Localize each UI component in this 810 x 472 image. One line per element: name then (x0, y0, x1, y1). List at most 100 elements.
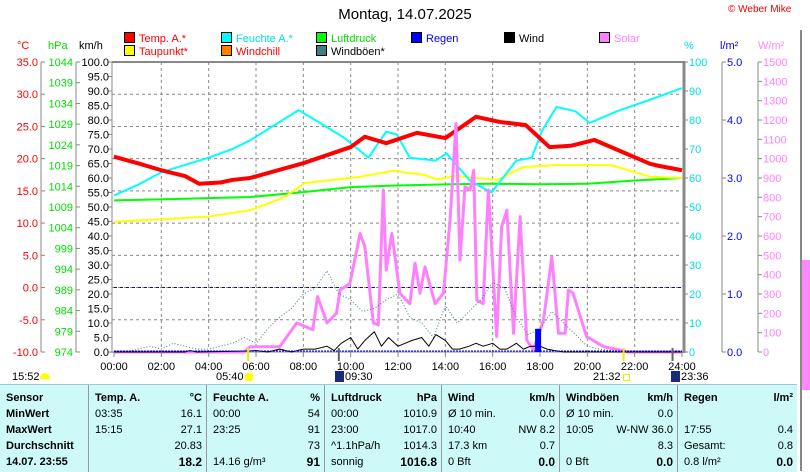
table-column: Temp. A. °C 03:35 16.1 15:15 27.1 20.83 18.2 (88, 385, 207, 472)
wind-tick-label: 15.0 (88, 304, 109, 316)
pressure-tick-label: 994 (55, 264, 73, 276)
table-cell: 17:55 0.4 (678, 422, 798, 438)
rain-tick-label: 2.0 (727, 231, 742, 243)
cell-value: 0.0 (657, 408, 673, 420)
solar-tick-label: 500 (763, 250, 781, 262)
rain-tick-label: 4.0 (727, 115, 742, 127)
wind-tick-label: 85.0 (88, 101, 109, 113)
table-cell: 00:00 1010.9 (325, 406, 442, 422)
moonrise-icon (335, 371, 344, 382)
cell-label: 10:05 (566, 424, 594, 436)
cell-value: 0.7 (539, 440, 555, 452)
cell-label: 23:25 (213, 424, 241, 436)
legend-swatch (124, 32, 135, 43)
pressure-unit: hPa (48, 40, 68, 52)
table-cell: 14.16 g/m³ 91 (207, 454, 325, 470)
pressure-tick-label: 1024 (49, 140, 73, 152)
legend-label: Windchill (236, 46, 281, 58)
moonset-time: 23:36 (681, 371, 709, 383)
cell-value: 20.83 (174, 440, 202, 452)
table-column: Regen l/m² 17:55 0.4 Gesamt: 0.8 0.8 l/m² 0.0 (677, 385, 798, 472)
temp-tick-label: 25.0 (17, 121, 38, 133)
wind-tick-label: 20.0 (88, 289, 109, 301)
cell-label: 14.07. 23:55 (6, 456, 68, 468)
humidity-tick-label: 100 (689, 57, 707, 69)
chart-title: Montag, 14.07.2025 (338, 6, 472, 23)
legend-label: Regen (426, 33, 459, 45)
cell-label: Ø 10 min. (448, 408, 496, 420)
temp-tick-label: 5.0 (23, 250, 38, 262)
table-cell: 23:00 1017.0 (325, 422, 442, 438)
solar-tick-label: 1400 (763, 76, 787, 88)
cell-value: km/h (529, 392, 555, 404)
pressure-tick-label: 974 (55, 347, 73, 359)
legend-swatch (316, 32, 327, 43)
cell-label: 10:40 (448, 424, 476, 436)
temp-tick-label: -5.0 (19, 315, 38, 327)
cell-label: 17.3 km (448, 440, 488, 452)
table-cell: 0 Bft 0.0 (442, 454, 560, 470)
cell-label: ^1.1hPa/h (331, 440, 381, 452)
pressure-tick-label: 984 (55, 306, 73, 318)
legend-swatch (221, 32, 232, 43)
rain-tick-label: 3.0 (727, 173, 742, 185)
solar-tick-label: 0 (763, 347, 769, 359)
cell-value: 27.1 (180, 424, 202, 436)
table-header: Feuchte A.% (207, 390, 325, 406)
cell-label: 15:15 (95, 424, 123, 436)
cell-value: 1016.8 (400, 455, 437, 469)
legend-label: Taupunkt* (139, 46, 188, 58)
cell-label: 03:35 (95, 408, 123, 420)
legend-label: Temp. A.* (139, 33, 187, 45)
cell-label: 14.16 g/m³ (213, 456, 266, 468)
cell-value: hPa (416, 392, 437, 404)
cell-value: W-NW 36.0 (616, 424, 673, 436)
wind-tick-label: 35.0 (88, 246, 109, 258)
cell-value: 91 (307, 424, 320, 436)
cell-label: Ø 10 min. (566, 408, 614, 420)
x-tick-label: 08:00 (290, 361, 318, 373)
legend-item: Windchill (221, 45, 280, 58)
sun-icon (245, 373, 253, 381)
temp-unit: °C (17, 40, 30, 52)
row-label: MaxWert (0, 422, 88, 438)
table-cell: 00:00 54 (207, 406, 325, 422)
cell-value: 16.1 (180, 408, 202, 420)
pressure-tick-label: 1044 (49, 57, 73, 69)
solar-tick-label: 1000 (763, 154, 787, 166)
row-label: Durchschnitt (0, 438, 88, 454)
cell-value: 54 (307, 408, 320, 420)
table-cell: Ø 10 min. 0.0 (560, 406, 678, 422)
series-taupunkt (113, 164, 683, 223)
temp-tick-label: 35.0 (17, 57, 38, 69)
temp-tick-label: 15.0 (17, 186, 38, 198)
table-cell: Ø 10 min. 0.0 (442, 406, 560, 422)
legend-label: Solar (614, 33, 640, 45)
wind-tick-label: 50.0 (88, 202, 109, 214)
sunset-time: 21:32 (593, 371, 621, 383)
table-header: Regen l/m² (678, 390, 798, 406)
table-cell: 0.8 l/m² 0.0 (678, 454, 798, 470)
cell-label: 23:00 (331, 424, 359, 436)
solar-tick-label: 1500 (763, 57, 787, 69)
sunset-icon (623, 374, 630, 381)
wind-tick-label: 75.0 (88, 130, 109, 142)
table-cell: 18.2 (89, 454, 207, 470)
table-cell: 23:25 91 (207, 422, 325, 438)
table-cell (678, 406, 798, 422)
legend-swatch (124, 45, 135, 56)
series-wind (114, 331, 682, 353)
solar-tick-label: 200 (763, 308, 781, 320)
table-cell: 17.3 km 0.7 (442, 438, 560, 454)
legend-label: Wind (519, 33, 545, 45)
temp-tick-label: 20.0 (17, 154, 38, 166)
solar-tick-label: 400 (763, 270, 781, 282)
wind-tick-label: 10.0 (88, 318, 109, 330)
humidity-unit: % (684, 40, 694, 52)
row-label: MinWert (0, 406, 88, 422)
cell-label: MinWert (6, 408, 50, 420)
rain-tick-label: 5.0 (727, 57, 742, 69)
legend-swatch (221, 45, 232, 56)
wind-tick-label: 45.0 (88, 217, 109, 229)
temp-tick-label: 0.0 (23, 283, 38, 295)
